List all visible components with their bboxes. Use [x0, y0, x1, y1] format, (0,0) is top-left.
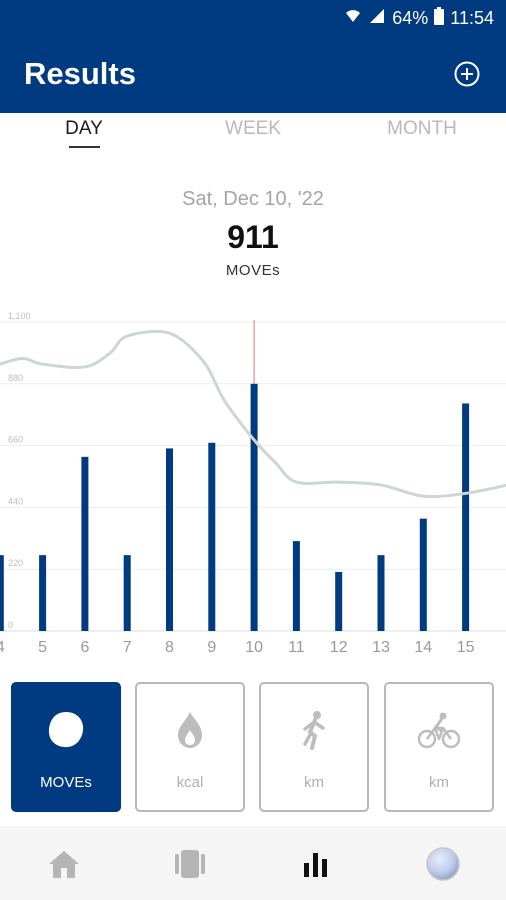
y-tick-label: 660: [8, 435, 23, 445]
bar-day-4[interactable]: [0, 555, 4, 631]
x-tick-label: 6: [80, 639, 89, 656]
nav-device[interactable]: [170, 846, 210, 882]
bar-day-8[interactable]: [166, 448, 173, 631]
clock: 11:54: [450, 7, 494, 28]
y-tick-label: 440: [8, 496, 23, 506]
bar-day-7[interactable]: [123, 555, 131, 631]
y-tick-label: 1,100: [8, 311, 31, 321]
app-bar: Results: [0, 36, 506, 113]
metric-kcal-card[interactable]: kcal: [135, 682, 245, 812]
period-tabs: DAY WEEK MONTH: [0, 113, 506, 153]
nav-results[interactable]: [296, 846, 336, 882]
cyclist-icon: [386, 708, 492, 752]
x-tick-label: 9: [207, 639, 216, 656]
moves-total: 911: [227, 219, 279, 255]
page-title: Results: [24, 56, 136, 91]
tab-week[interactable]: WEEK: [225, 118, 281, 139]
add-button[interactable]: [454, 61, 480, 87]
x-tick-label: 15: [457, 639, 475, 656]
metric-label: km: [429, 774, 449, 791]
day-summary: Sat, Dec 10, '22 911 MOVEs: [0, 188, 506, 279]
bar-day-11[interactable]: [292, 541, 300, 631]
profile-avatar-icon: [426, 847, 460, 881]
y-tick-label: 0: [8, 620, 13, 630]
flame-icon: [137, 708, 243, 752]
tab-month[interactable]: MONTH: [387, 118, 457, 139]
moves-blob-icon: [13, 708, 119, 752]
bar-day-13[interactable]: [377, 555, 385, 631]
x-tick-label: 5: [38, 639, 47, 656]
battery-percent: 64%: [392, 7, 429, 28]
metric-selector: MOVEs kcal km: [0, 682, 506, 816]
battery-icon: [434, 6, 445, 30]
bar-day-10[interactable]: [250, 383, 258, 631]
bar-day-12[interactable]: [335, 572, 343, 631]
x-tick-label: 7: [123, 639, 132, 656]
status-icons: 64% 11:54: [344, 6, 494, 30]
metric-walk-km-card[interactable]: km: [259, 682, 369, 812]
x-tick-label: 11: [288, 639, 305, 656]
x-tick-label: 13: [372, 639, 390, 656]
x-tick-label: 8: [165, 639, 174, 656]
cellular-signal-icon: [368, 7, 386, 30]
home-icon: [49, 851, 79, 878]
bar-day-14[interactable]: [419, 518, 427, 631]
wifi-icon: [344, 7, 362, 30]
moves-unit: MOVEs: [225, 262, 281, 279]
metric-moves-card[interactable]: MOVEs: [11, 682, 121, 812]
metric-label: km: [304, 774, 324, 791]
status-bar: 64% 11:54: [0, 0, 506, 36]
bottom-navigation: [0, 826, 506, 900]
bar-day-15[interactable]: [462, 403, 470, 631]
results-bar-chart-icon: [304, 853, 327, 877]
x-tick-label: 14: [414, 639, 432, 656]
y-tick-label: 220: [8, 558, 23, 568]
x-tick-label: 4: [0, 639, 5, 656]
nav-home[interactable]: [44, 846, 84, 882]
tab-day[interactable]: DAY: [65, 118, 103, 139]
metric-label: kcal: [176, 774, 204, 791]
metric-bike-km-card[interactable]: km: [384, 682, 494, 812]
x-tick-label: 12: [330, 639, 348, 656]
device-band-icon: [175, 850, 205, 878]
trend-line: [0, 329, 506, 499]
daily-moves-chart[interactable]: 0 220 440 660 880 1,100 4 5 6 7 8 9 10 11 12 13 14 15: [0, 300, 506, 660]
active-tab-indicator: [69, 146, 100, 148]
x-tick-label: 10: [245, 639, 263, 656]
y-tick-label: 880: [8, 373, 23, 383]
metric-label: MOVEs: [40, 774, 92, 791]
walking-person-icon: [261, 708, 367, 752]
bar-day-9[interactable]: [208, 442, 216, 631]
selected-date: Sat, Dec 10, '22: [182, 188, 324, 210]
add-circle-icon: [454, 61, 480, 87]
bar-day-5[interactable]: [39, 555, 47, 631]
bar-day-6[interactable]: [81, 456, 89, 631]
nav-profile[interactable]: [423, 846, 463, 882]
